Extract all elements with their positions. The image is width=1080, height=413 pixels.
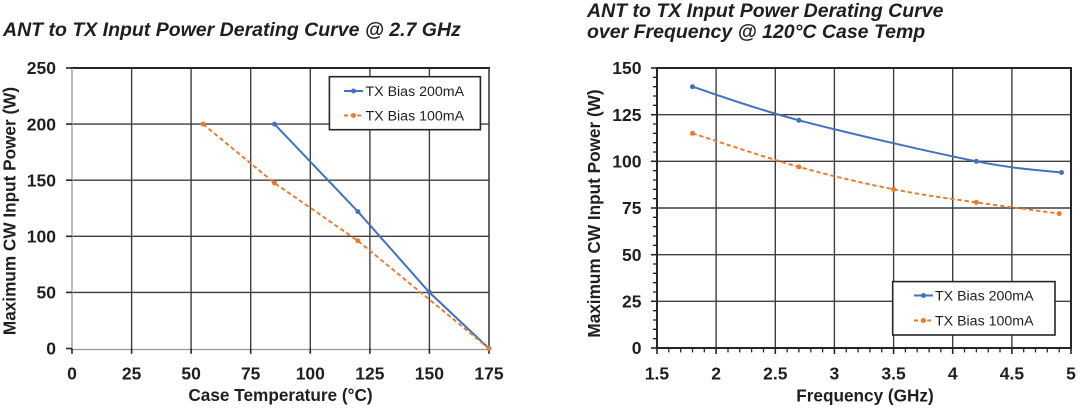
- svg-text:175: 175: [474, 364, 503, 384]
- svg-text:4.5: 4.5: [1000, 364, 1025, 384]
- svg-text:0: 0: [632, 338, 642, 358]
- svg-text:Maximum CW Input Power (W): Maximum CW Input Power (W): [0, 87, 20, 335]
- svg-text:50: 50: [37, 283, 57, 303]
- svg-text:75: 75: [241, 364, 261, 384]
- svg-text:50: 50: [622, 245, 642, 265]
- svg-text:4: 4: [948, 364, 958, 384]
- svg-text:0: 0: [46, 339, 56, 359]
- svg-text:over Frequency @ 120°C Case Te: over Frequency @ 120°C Case Temp: [587, 21, 925, 43]
- svg-text:150: 150: [415, 364, 444, 384]
- svg-text:25: 25: [122, 364, 142, 384]
- svg-text:75: 75: [622, 198, 642, 218]
- svg-text:Maximum CW Input Power (W): Maximum CW Input Power (W): [584, 89, 604, 337]
- svg-text:125: 125: [612, 105, 641, 125]
- svg-text:1.5: 1.5: [645, 364, 670, 384]
- svg-text:150: 150: [612, 58, 641, 78]
- svg-text:200: 200: [27, 114, 56, 134]
- svg-text:TX Bias 200mA: TX Bias 200mA: [366, 84, 465, 100]
- svg-text:TX Bias 100mA: TX Bias 100mA: [366, 109, 465, 125]
- svg-text:150: 150: [27, 170, 56, 190]
- svg-text:50: 50: [181, 364, 201, 384]
- svg-text:Frequency (GHz): Frequency (GHz): [796, 386, 934, 406]
- svg-text:3: 3: [830, 364, 840, 384]
- svg-text:TX Bias 100mA: TX Bias 100mA: [935, 314, 1034, 330]
- svg-text:100: 100: [296, 364, 325, 384]
- svg-text:Case Temperature (°C): Case Temperature (°C): [188, 385, 372, 405]
- svg-text:2.5: 2.5: [763, 364, 788, 384]
- svg-text:ANT to TX Input Power Derating: ANT to TX Input Power Derating Curve: [586, 0, 944, 22]
- svg-text:0: 0: [67, 364, 77, 384]
- svg-text:250: 250: [27, 58, 56, 78]
- svg-text:125: 125: [355, 364, 384, 384]
- svg-text:100: 100: [612, 152, 641, 172]
- svg-text:3.5: 3.5: [881, 364, 906, 384]
- svg-text:25: 25: [622, 292, 642, 312]
- svg-text:2: 2: [711, 364, 721, 384]
- svg-text:100: 100: [27, 227, 56, 247]
- svg-text:5: 5: [1066, 364, 1076, 384]
- svg-text:ANT to TX Input Power Derating: ANT to TX Input Power Derating Curve @ 2…: [2, 19, 461, 41]
- svg-text:TX Bias 200mA: TX Bias 200mA: [935, 289, 1034, 305]
